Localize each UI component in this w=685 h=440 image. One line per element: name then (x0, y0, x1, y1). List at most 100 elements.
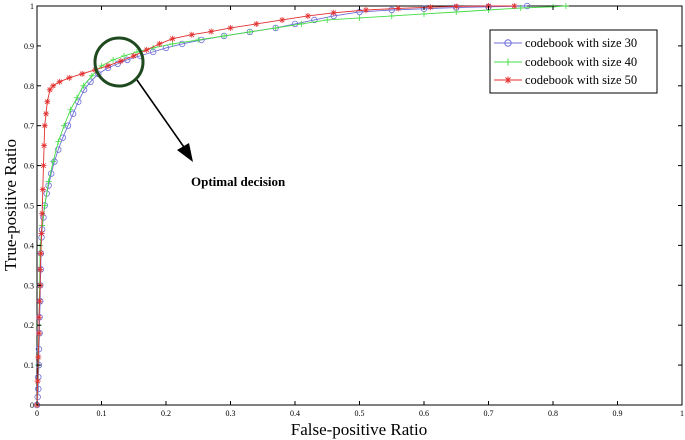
data-point (35, 385, 42, 393)
data-point (304, 12, 311, 19)
y-tick-label: 0.7 (24, 122, 34, 131)
data-point (104, 62, 111, 69)
data-point (298, 20, 305, 27)
data-point (227, 24, 234, 31)
data-point (388, 6, 395, 14)
data-point (221, 32, 228, 39)
x-tick-label: 0.1 (97, 409, 107, 418)
data-point (169, 40, 176, 47)
y-tick-label: 0 (30, 401, 34, 410)
data-point (133, 48, 140, 55)
data-point (427, 4, 434, 11)
y-tick-label: 0.4 (24, 241, 34, 250)
x-tick-label: 0.8 (548, 409, 558, 418)
data-point (73, 94, 80, 101)
legend-marker-circle (504, 39, 512, 47)
x-axis-title: False-positive Ratio (291, 420, 427, 439)
legend-marker-star (504, 76, 512, 84)
legend-label-size-30: codebook with size 30 (525, 36, 637, 50)
data-point (188, 31, 195, 38)
data-point (143, 46, 150, 53)
data-point (39, 210, 46, 217)
y-tick-label: 0.2 (24, 321, 34, 330)
data-point (39, 186, 46, 193)
data-point (114, 60, 121, 68)
data-point (61, 122, 68, 129)
data-point (37, 266, 44, 273)
x-tick-label: 0.6 (419, 409, 429, 418)
data-point (246, 28, 253, 35)
data-point (395, 5, 402, 12)
data-point (41, 122, 48, 129)
annotation-arrow-shaft (136, 79, 187, 151)
x-tick-label: 1 (680, 409, 684, 418)
data-point (50, 158, 57, 165)
legend-label-size-50: codebook with size 50 (525, 73, 637, 87)
data-point (88, 72, 95, 79)
optimal-decision-annotation: Optimal decision (93, 36, 286, 189)
y-tick-label: 0.5 (24, 202, 34, 211)
data-point (38, 230, 45, 237)
y-tick-label: 0.1 (24, 361, 34, 370)
data-point (453, 3, 460, 10)
data-point (110, 56, 117, 63)
data-point (169, 35, 176, 42)
data-point (37, 250, 44, 257)
data-point (156, 40, 163, 47)
data-point (66, 74, 73, 81)
data-point (67, 106, 74, 113)
data-point (56, 78, 63, 85)
x-tick-label: 0 (35, 409, 39, 418)
data-point (80, 82, 87, 89)
optimal-decision-circle (93, 36, 145, 88)
data-point (178, 40, 186, 48)
x-tick-label: 0.7 (484, 409, 494, 418)
x-tick-label: 0.3 (226, 409, 236, 418)
legend-entry-size-40: codebook with size 40 (494, 55, 637, 69)
data-point (562, 3, 569, 9)
data-point (75, 98, 82, 105)
data-point (524, 2, 531, 10)
data-point (50, 82, 57, 89)
data-point (87, 78, 94, 86)
legend-entry-size-50: codebook with size 50 (494, 73, 637, 87)
data-point (35, 354, 42, 361)
data-point (324, 16, 331, 23)
x-tick-label: 0.4 (290, 409, 300, 418)
data-point (388, 12, 395, 19)
data-point (453, 8, 460, 15)
legend-label-size-40: codebook with size 40 (525, 55, 637, 69)
y-tick-label: 0.3 (24, 281, 34, 290)
y-tick-label: 0.9 (24, 42, 34, 51)
legend-marker-plus (504, 58, 512, 66)
data-point (117, 58, 124, 65)
y-tick-label: 0.8 (24, 82, 34, 91)
data-point (272, 24, 279, 31)
data-point (421, 10, 427, 17)
data-point (34, 378, 41, 385)
data-point (330, 9, 337, 16)
data-point (79, 70, 86, 77)
data-point (41, 142, 48, 149)
data-point (46, 86, 53, 93)
data-point (356, 14, 363, 21)
data-point (45, 178, 52, 185)
data-point (311, 16, 318, 24)
data-point (279, 16, 286, 23)
y-axis-title: True-positive Ratio (1, 139, 20, 271)
y-tick-label: 1 (30, 2, 34, 11)
data-point (121, 52, 128, 59)
annotation-label: Optimal decision (191, 174, 286, 189)
data-point (43, 110, 50, 117)
y-tick-label: 0.6 (24, 162, 34, 171)
data-point (291, 20, 299, 28)
data-point (36, 298, 43, 305)
data-point (35, 314, 42, 321)
data-point (195, 36, 202, 43)
axes: 0 0.1 0.2 0.3 0.4 0.5 0.6 0.7 0.8 0.9 1 0 0.1 0.2 0.3 0… (24, 2, 684, 418)
data-point (130, 52, 137, 59)
x-tick-label: 0.2 (161, 409, 171, 418)
data-point (208, 28, 215, 35)
data-point (517, 4, 524, 11)
data-point (55, 146, 62, 153)
